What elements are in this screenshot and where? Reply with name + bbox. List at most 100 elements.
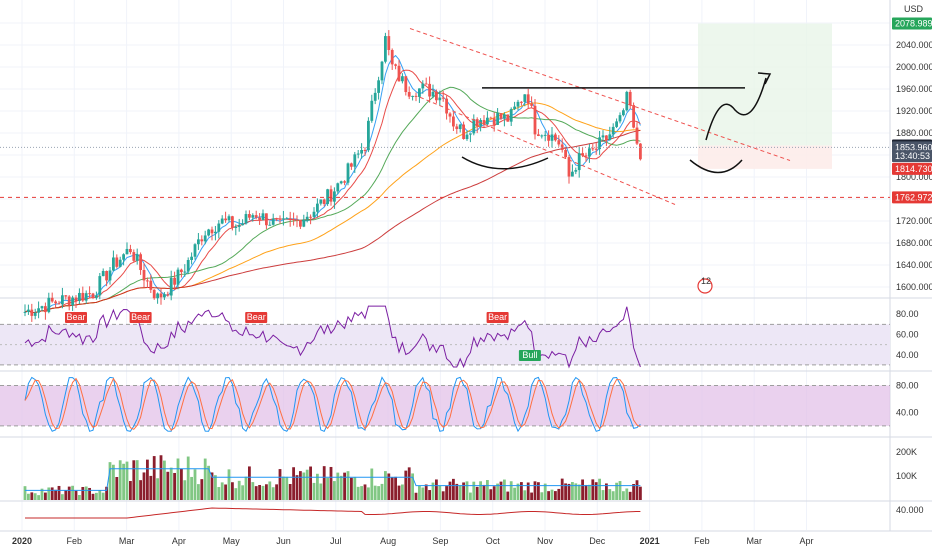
candle-body <box>190 256 193 261</box>
volume-bar <box>465 481 469 500</box>
candle-body <box>550 134 554 141</box>
price-badge <box>892 191 932 204</box>
candle-body <box>176 269 180 285</box>
x-axis-label: Sep <box>432 536 448 546</box>
signal-badge-label: Bear <box>488 312 507 322</box>
x-axis-label: Nov <box>537 536 554 546</box>
candle-body <box>618 115 622 122</box>
candle-body <box>234 226 238 228</box>
candle-body <box>469 133 472 135</box>
volume-bar <box>458 485 462 500</box>
volume-bar <box>506 491 510 500</box>
x-axis-label: May <box>223 536 241 546</box>
volume-bar <box>64 490 68 500</box>
volume-bar <box>139 480 142 500</box>
volume-bar <box>550 489 554 500</box>
volume-bar <box>322 466 326 500</box>
candle-body <box>183 271 187 273</box>
volume-bar <box>44 492 47 500</box>
volume-bar <box>169 467 173 500</box>
candle-body <box>81 292 85 301</box>
volume-bar <box>346 471 350 500</box>
signal-badge-label: Bear <box>66 312 85 322</box>
volume-bar <box>343 472 346 500</box>
candles <box>23 30 642 322</box>
volume-bar <box>98 490 102 500</box>
candle-body <box>628 91 632 106</box>
volume-bar <box>159 455 163 500</box>
candle-body <box>333 191 336 202</box>
volume-bar <box>554 491 557 500</box>
candle-body <box>244 214 248 224</box>
volume-bar <box>203 458 207 500</box>
candle-body <box>615 121 618 127</box>
candle-body <box>254 215 258 218</box>
candle-body <box>139 254 142 271</box>
price-badge-label: 1762.972 <box>895 192 932 202</box>
volume-bar <box>492 486 496 500</box>
candle-body <box>591 148 595 150</box>
volume-bar <box>326 477 329 500</box>
volume-bar <box>173 472 176 500</box>
candle-body <box>506 114 510 122</box>
candle-body <box>377 80 380 93</box>
x-axis-label: Aug <box>380 536 396 546</box>
volume-bar <box>424 484 428 500</box>
volume-bar <box>220 482 224 500</box>
volume-bar <box>33 493 37 500</box>
volume-bar <box>265 484 268 500</box>
candle-body <box>557 140 561 145</box>
candle-body <box>50 297 54 302</box>
candle-body <box>625 91 629 111</box>
candle-body <box>608 134 612 140</box>
volume-bar <box>489 489 493 500</box>
volume-bar <box>540 492 544 500</box>
candle-body <box>224 218 227 221</box>
candle-body <box>526 94 530 104</box>
candle-body <box>146 280 149 282</box>
volume-bar <box>105 486 108 500</box>
volume-bar <box>605 483 608 500</box>
volume-bar <box>333 481 336 500</box>
candle-body <box>316 203 319 212</box>
volume-bar <box>564 483 567 500</box>
candle-body <box>462 124 465 139</box>
candle-body <box>44 306 47 313</box>
candle-body <box>499 113 503 119</box>
candle-body <box>299 220 302 227</box>
volume-bar <box>482 484 486 500</box>
candle-body <box>496 113 499 125</box>
candle-body <box>166 294 170 296</box>
volume-bar <box>166 471 170 500</box>
volume-bar <box>404 470 408 500</box>
volume-bar <box>95 492 98 500</box>
volume-bar <box>598 478 601 500</box>
volume-bar <box>227 469 231 500</box>
candle-body <box>533 105 537 135</box>
volume-bar <box>108 462 112 500</box>
candle-body <box>574 170 578 172</box>
candle-body <box>373 92 377 101</box>
volume-bar <box>452 478 455 500</box>
volume-bar <box>23 486 27 500</box>
volume-bar <box>302 472 306 500</box>
candle-body <box>516 101 520 107</box>
volume-bar <box>305 469 309 500</box>
volume-bar <box>88 487 91 500</box>
volume-bar <box>394 476 397 500</box>
volume-bar <box>135 460 139 500</box>
volume-bar <box>261 485 265 500</box>
candle-body <box>611 126 615 135</box>
volume-bar <box>401 484 404 500</box>
candle-body <box>91 293 95 298</box>
signal-badge <box>129 312 152 323</box>
candle-body <box>520 101 523 103</box>
candle-body <box>401 76 404 82</box>
volume-bar <box>214 475 217 500</box>
volume-ma-line <box>25 468 641 491</box>
candle-body <box>343 181 346 183</box>
volume-bar <box>224 484 227 500</box>
candle-body <box>319 199 323 204</box>
event-flag-icon <box>697 278 713 294</box>
volume-bar <box>91 493 95 500</box>
